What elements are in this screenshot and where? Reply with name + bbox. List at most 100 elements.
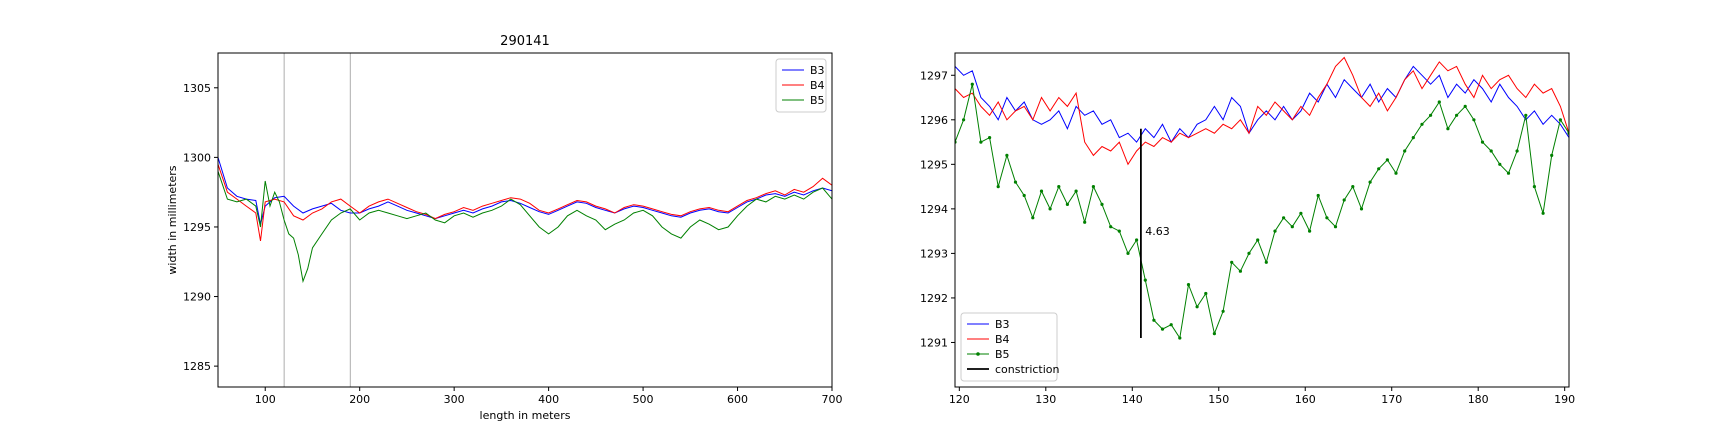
legend-label-b5: B5: [995, 348, 1010, 361]
x-tick-label: 600: [727, 393, 748, 406]
data-point-b5: [1160, 327, 1165, 331]
data-point-b5: [1117, 229, 1121, 233]
legend-label-b4: B4: [995, 333, 1010, 346]
data-point-b5: [1385, 158, 1389, 162]
data-point-b5: [996, 185, 1000, 189]
left-y-axis-label: width in millimeters: [166, 165, 179, 274]
data-point-b5: [1420, 122, 1424, 126]
y-tick-label: 1296: [920, 114, 948, 127]
series-line-b4: [218, 164, 832, 241]
constriction-annotation: 4.63: [1145, 225, 1170, 238]
data-point-b5: [1455, 113, 1459, 117]
right-series-group: [955, 56, 1569, 340]
data-point-b5: [1558, 118, 1562, 122]
y-tick-label: 1293: [920, 247, 948, 260]
x-tick-label: 140: [1122, 393, 1143, 406]
data-point-b5: [1247, 251, 1251, 255]
data-point-b5: [988, 136, 992, 140]
data-point-b5: [1437, 100, 1441, 104]
left-x-axis-label: length in meters: [480, 409, 571, 422]
legend-box: [960, 312, 1058, 382]
left-axes-frame: [217, 52, 833, 388]
x-tick-label: 200: [349, 393, 370, 406]
data-point-b5: [1316, 193, 1320, 198]
legend-label-b4: B4: [810, 79, 825, 92]
data-point-b5: [1532, 185, 1536, 189]
data-point-b5: [1498, 162, 1502, 166]
data-point-b5: [1446, 127, 1450, 131]
data-point-b5: [1256, 238, 1260, 242]
data-point-b5: [1204, 291, 1208, 296]
data-point-b5: [1290, 225, 1294, 229]
data-point-b5: [1186, 283, 1191, 287]
x-tick-label: 160: [1295, 393, 1316, 406]
left-reference-lines: [283, 53, 351, 387]
data-point-b5: [1100, 202, 1104, 206]
x-tick-label: 100: [255, 393, 276, 406]
data-point-b5: [1489, 149, 1493, 153]
x-tick-label: 190: [1554, 393, 1575, 406]
data-point-b5: [1394, 171, 1398, 175]
data-point-b5: [1212, 332, 1216, 336]
y-tick-label: 1305: [183, 82, 211, 95]
y-tick-label: 1290: [183, 291, 211, 304]
series-line-b5: [218, 171, 832, 284]
y-tick-label: 1297: [920, 69, 948, 82]
x-tick-label: 170: [1381, 393, 1402, 406]
data-point-b5: [1074, 189, 1078, 193]
left-chart-title: 290141: [500, 34, 550, 49]
data-point-b5: [1308, 229, 1312, 233]
data-point-b5: [1325, 216, 1329, 220]
data-point-b5: [962, 118, 966, 122]
data-point-b5: [1403, 149, 1407, 153]
y-tick-label: 1300: [183, 151, 211, 164]
series-line-b3: [218, 157, 832, 225]
x-tick-label: 130: [1035, 393, 1056, 406]
legend-marker: [976, 352, 980, 356]
data-point-b5: [1238, 269, 1242, 273]
data-point-b5: [1282, 216, 1286, 220]
data-point-b5: [1351, 185, 1355, 189]
data-point-b5: [1135, 238, 1139, 242]
data-point-b5: [1506, 171, 1511, 175]
series-line-b4: [955, 56, 1569, 166]
data-point-b5: [1411, 136, 1415, 140]
legend-label-b3: B3: [995, 318, 1010, 331]
data-point-b5: [1022, 193, 1026, 198]
data-point-b5: [1005, 153, 1009, 157]
data-point-b5: [1039, 189, 1044, 193]
left-legend: B3 B4 B5: [775, 58, 827, 113]
data-point-b5: [1524, 113, 1528, 117]
left-y-ticks: 1285 1290 1295 1300 1305: [183, 82, 218, 373]
data-point-b5: [1013, 180, 1018, 184]
x-tick-label: 500: [633, 393, 654, 406]
data-point-b5: [1178, 336, 1182, 340]
right-chart: 120 130 140 150 160 170 180 190 129112921293129…: [920, 52, 1575, 406]
x-tick-label: 150: [1208, 393, 1229, 406]
data-point-b5: [1550, 153, 1554, 157]
data-point-b5: [1377, 167, 1381, 171]
data-point-b5: [1480, 140, 1485, 144]
data-point-b5: [1091, 185, 1095, 189]
data-point-b5: [970, 82, 974, 86]
data-point-b5: [1065, 202, 1069, 206]
data-point-b5: [1195, 305, 1199, 309]
left-series-group: [218, 157, 832, 284]
data-point-b5: [1057, 185, 1061, 189]
x-tick-label: 300: [444, 393, 465, 406]
data-point-b5: [1359, 207, 1364, 211]
data-point-b5: [1152, 318, 1156, 322]
data-point-b5: [1368, 180, 1372, 184]
data-point-b5: [1299, 211, 1303, 215]
y-tick-label: 1295: [920, 158, 948, 171]
x-tick-label: 180: [1468, 393, 1489, 406]
data-point-b5: [1342, 198, 1346, 202]
legend-label-b3: B3: [810, 64, 825, 77]
y-tick-label: 1294: [920, 203, 948, 216]
y-tick-label: 1285: [183, 360, 211, 373]
data-point-b5: [1515, 149, 1519, 153]
data-point-b5: [1169, 323, 1173, 327]
y-tick-label: 1295: [183, 221, 211, 234]
right-legend: B3 B4 B5 constriction: [960, 312, 1060, 382]
